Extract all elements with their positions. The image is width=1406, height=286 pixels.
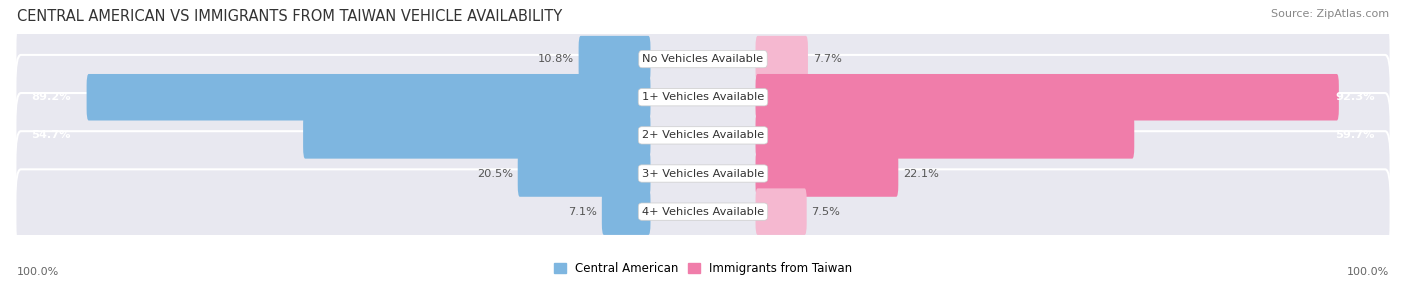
FancyBboxPatch shape: [755, 36, 808, 82]
FancyBboxPatch shape: [15, 131, 1391, 216]
FancyBboxPatch shape: [602, 188, 651, 235]
FancyBboxPatch shape: [579, 36, 651, 82]
Text: CENTRAL AMERICAN VS IMMIGRANTS FROM TAIWAN VEHICLE AVAILABILITY: CENTRAL AMERICAN VS IMMIGRANTS FROM TAIW…: [17, 9, 562, 23]
Text: 1+ Vehicles Available: 1+ Vehicles Available: [643, 92, 763, 102]
FancyBboxPatch shape: [87, 74, 651, 120]
FancyBboxPatch shape: [517, 150, 651, 197]
FancyBboxPatch shape: [755, 74, 1339, 120]
Text: 89.2%: 89.2%: [31, 92, 70, 102]
FancyBboxPatch shape: [755, 150, 898, 197]
Text: 4+ Vehicles Available: 4+ Vehicles Available: [643, 207, 763, 217]
Text: 2+ Vehicles Available: 2+ Vehicles Available: [643, 130, 763, 140]
Text: 54.7%: 54.7%: [31, 130, 70, 140]
FancyBboxPatch shape: [755, 188, 807, 235]
Text: 7.5%: 7.5%: [811, 207, 841, 217]
Legend: Central American, Immigrants from Taiwan: Central American, Immigrants from Taiwan: [550, 258, 856, 280]
Text: 7.7%: 7.7%: [813, 54, 842, 64]
FancyBboxPatch shape: [755, 112, 1135, 159]
Text: Source: ZipAtlas.com: Source: ZipAtlas.com: [1271, 9, 1389, 19]
FancyBboxPatch shape: [15, 93, 1391, 178]
FancyBboxPatch shape: [15, 17, 1391, 102]
Text: 20.5%: 20.5%: [477, 168, 513, 178]
Text: 100.0%: 100.0%: [17, 267, 59, 277]
FancyBboxPatch shape: [304, 112, 651, 159]
Text: 22.1%: 22.1%: [903, 168, 939, 178]
Text: 92.3%: 92.3%: [1336, 92, 1375, 102]
Text: 10.8%: 10.8%: [537, 54, 574, 64]
FancyBboxPatch shape: [15, 169, 1391, 254]
Text: 3+ Vehicles Available: 3+ Vehicles Available: [643, 168, 763, 178]
Text: 7.1%: 7.1%: [568, 207, 598, 217]
Text: 100.0%: 100.0%: [1347, 267, 1389, 277]
FancyBboxPatch shape: [15, 55, 1391, 140]
Text: 59.7%: 59.7%: [1336, 130, 1375, 140]
Text: No Vehicles Available: No Vehicles Available: [643, 54, 763, 64]
